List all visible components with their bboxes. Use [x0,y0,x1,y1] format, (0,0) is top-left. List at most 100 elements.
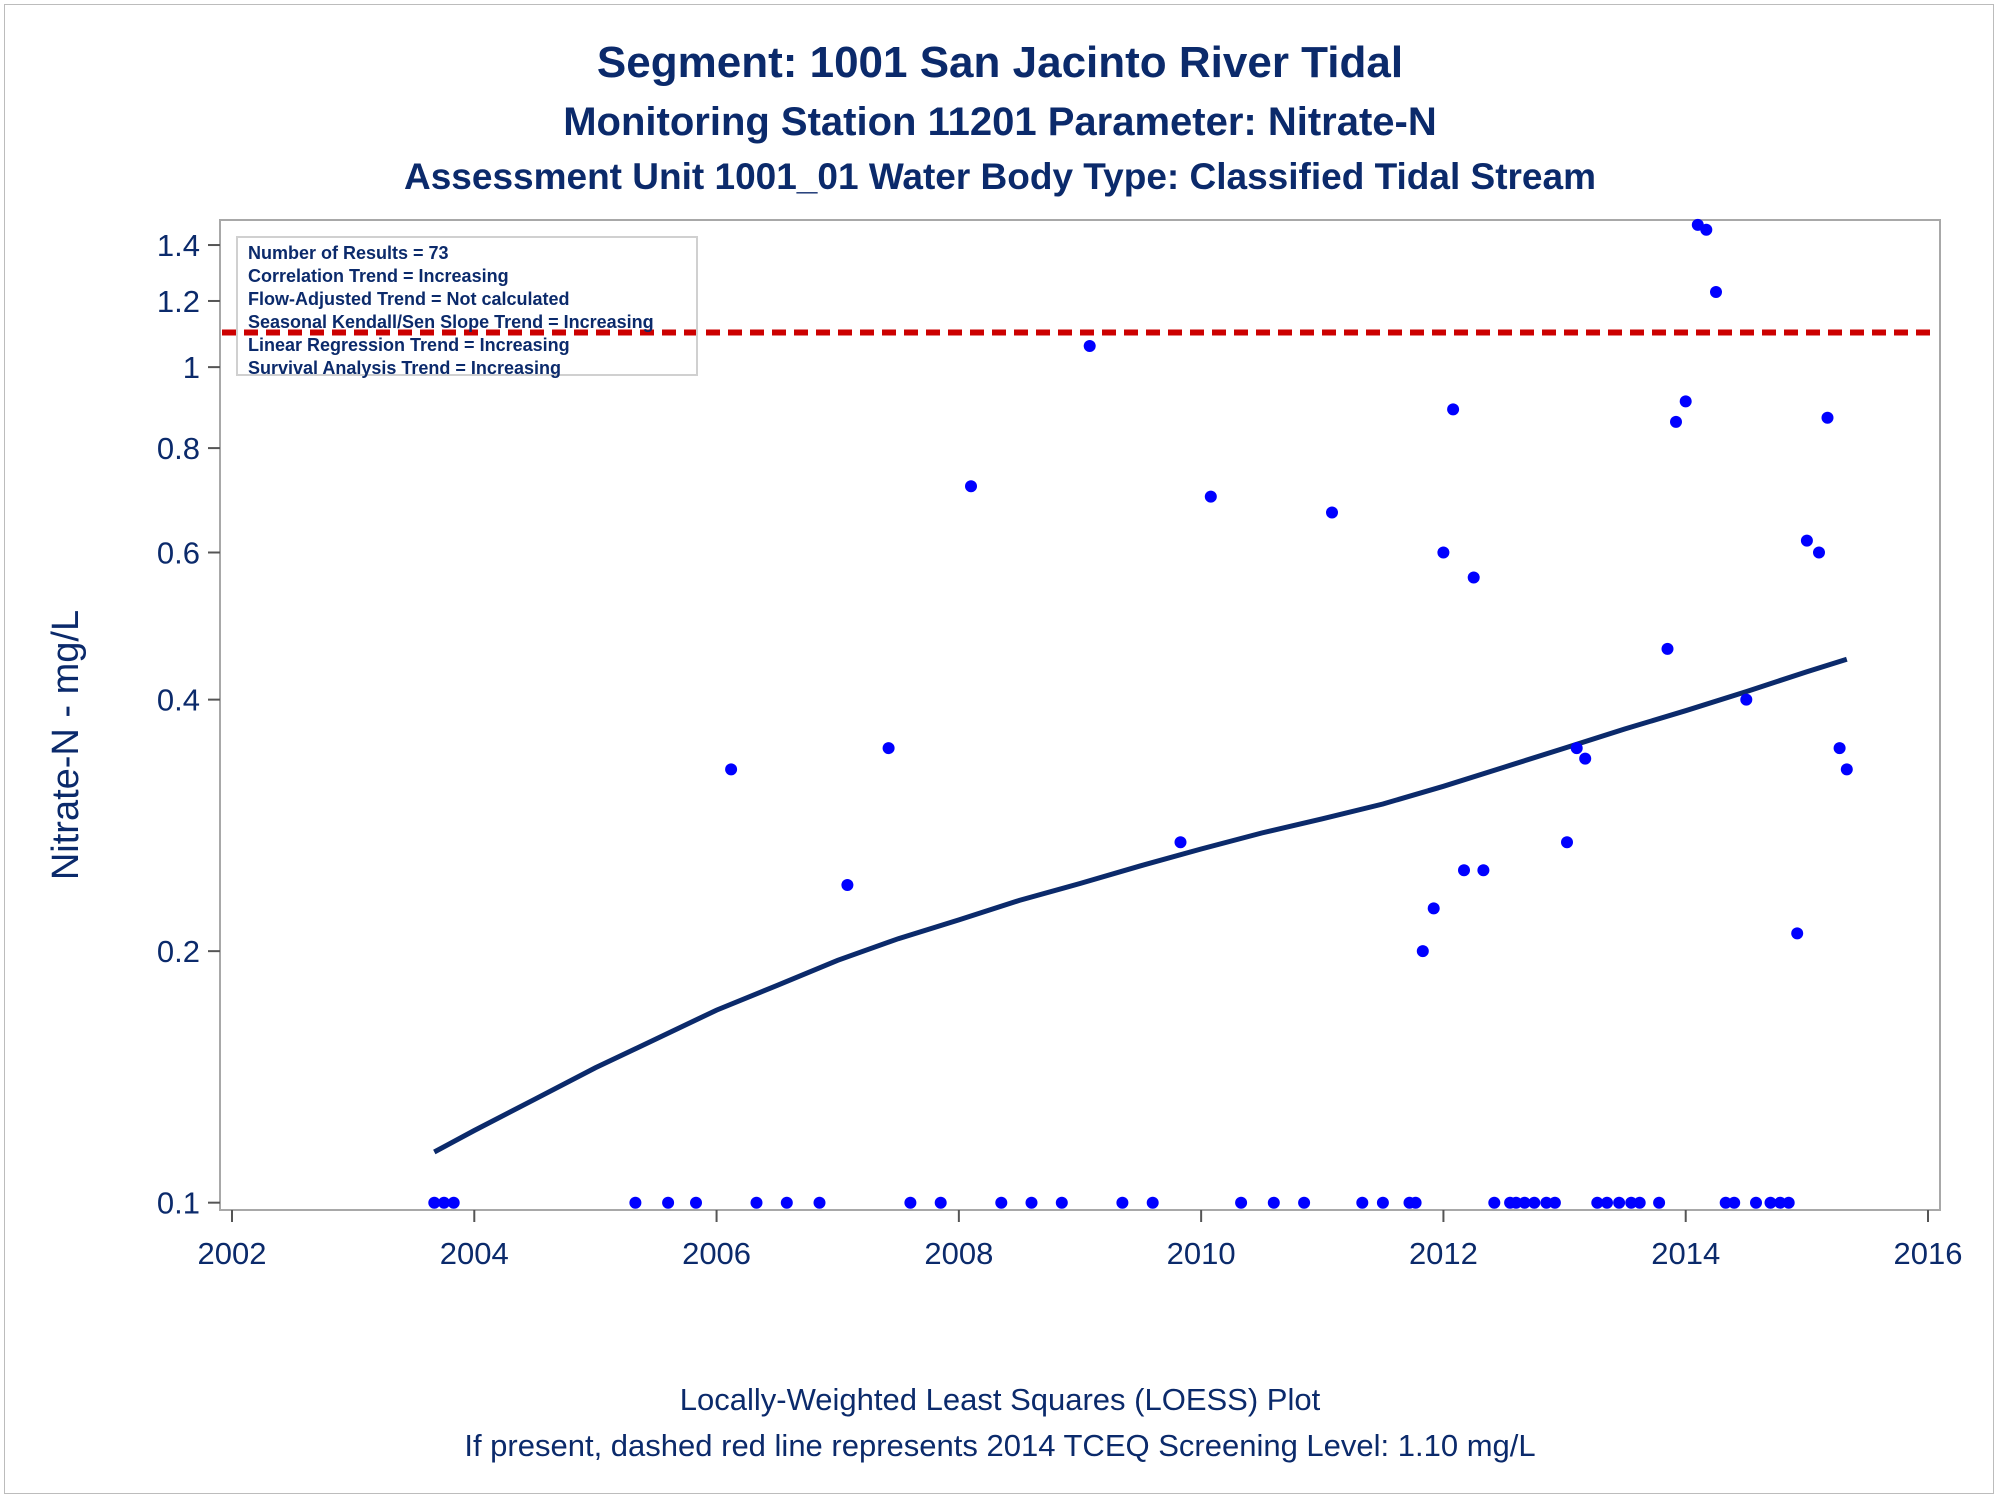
data-point [1591,1196,1604,1209]
data-point [1174,836,1187,849]
x-tick-label: 2008 [924,1236,993,1271]
data-point [813,1196,826,1209]
legend-flow-adjusted-trend: Flow-Adjusted Trend = Not calculated [248,289,570,309]
y-tick-label: 0.8 [157,431,200,466]
data-point [1774,1196,1787,1209]
x-tick-label: 2014 [1651,1236,1720,1271]
data-point [1613,1196,1626,1209]
legend-correlation-trend: Correlation Trend = Increasing [248,266,509,286]
data-point [1204,490,1217,503]
data-point [1528,1196,1541,1209]
data-point [1719,1196,1732,1209]
y-tick-label: 0.4 [157,683,200,718]
data-point [1633,1196,1646,1209]
data-point [662,1196,675,1209]
data-point [1728,1196,1741,1209]
data-point [1083,340,1096,352]
y-tick-label: 0.2 [157,934,200,969]
data-point [1561,836,1573,849]
data-point [1356,1196,1369,1209]
data-point [1579,752,1592,765]
data-point [1510,1196,1523,1209]
x-tick-label: 2016 [1894,1236,1963,1271]
data-point [725,763,738,776]
data-point [1653,1196,1666,1209]
data-point [1025,1196,1038,1209]
data-point [1710,286,1722,298]
chart-subtitle-assessment: Assessment Unit 1001_01 Water Body Type:… [404,156,1596,197]
data-point [1764,1196,1777,1209]
data-point [438,1196,450,1209]
data-point [1518,1196,1531,1209]
data-point [1700,223,1713,236]
x-tick-label: 2006 [682,1236,751,1271]
chart-subtitle-station: Monitoring Station 11201 Parameter: Nitr… [563,100,1437,144]
data-point [1661,642,1674,655]
data-point [1409,1196,1422,1209]
data-point [1625,1196,1638,1209]
footnote-loess: Locally-Weighted Least Squares (LOESS) P… [679,1382,1321,1417]
data-point [1116,1196,1129,1209]
data-point [1540,1196,1553,1209]
legend-number-of-results: Number of Results = 73 [248,243,449,263]
data-point [1146,1196,1159,1209]
data-point [1800,534,1813,547]
data-point [629,1196,642,1209]
x-tick-label: 2002 [198,1236,267,1271]
data-point [1467,571,1480,584]
data-point [428,1196,441,1209]
y-tick-label: 0.1 [157,1186,200,1221]
data-point [1840,763,1853,776]
data-point [841,879,854,891]
data-point [882,742,895,755]
data-point [690,1196,702,1209]
data-point [1679,395,1692,408]
y-tick-label: 1.4 [157,228,200,263]
x-axis: 2002 2004 2006 2008 2010 2012 2014 2016 [198,1210,1963,1271]
legend-linear-regression-trend: Linear Regression Trend = Increasing [248,335,570,355]
data-point [1833,742,1846,755]
data-point [780,1196,793,1209]
plot-area [219,219,1941,1211]
loess-trend-line [433,656,1848,1155]
data-point [1750,1196,1762,1209]
y-axis: 0.1 0.2 0.4 0.6 0.8 1 1.2 1.4 [157,228,220,1221]
data-point [1570,742,1583,755]
y-tick-label: 1 [183,350,200,385]
data-point [1821,411,1834,424]
data-points [428,218,1853,1209]
data-point [965,480,977,493]
data-point [1782,1196,1795,1209]
data-point [1376,1196,1389,1209]
data-point [1437,546,1450,559]
data-point [934,1196,947,1209]
data-point [1601,1196,1613,1209]
data-point [1548,1196,1561,1209]
data-point [1326,506,1338,519]
data-point [1447,403,1460,416]
data-point [1267,1196,1280,1209]
data-point [1670,415,1682,428]
figure-frame [4,4,1994,1494]
legend-seasonal-kendall-trend: Seasonal Kendall/Sen Slope Trend = Incre… [248,312,654,332]
x-tick-label: 2010 [1167,1236,1236,1271]
data-point [1477,864,1490,877]
data-point [1458,864,1470,877]
chart-title: Segment: 1001 San Jacinto River Tidal [596,38,1404,87]
y-tick-label: 0.6 [157,535,200,570]
data-point [1298,1196,1311,1209]
data-point [1813,546,1825,559]
data-point [447,1196,460,1209]
legend-survival-analysis-trend: Survival Analysis Trend = Increasing [248,358,561,378]
data-point [1416,945,1429,958]
data-point [1488,1196,1501,1209]
y-axis-label: Nitrate-N - mg/L [45,610,87,880]
x-tick-label: 2004 [440,1236,509,1271]
data-point [1427,902,1440,915]
data-point [1791,927,1804,940]
data-point [904,1196,917,1209]
data-point [1740,693,1753,706]
x-tick-label: 2012 [1409,1236,1478,1271]
data-point [995,1196,1008,1209]
